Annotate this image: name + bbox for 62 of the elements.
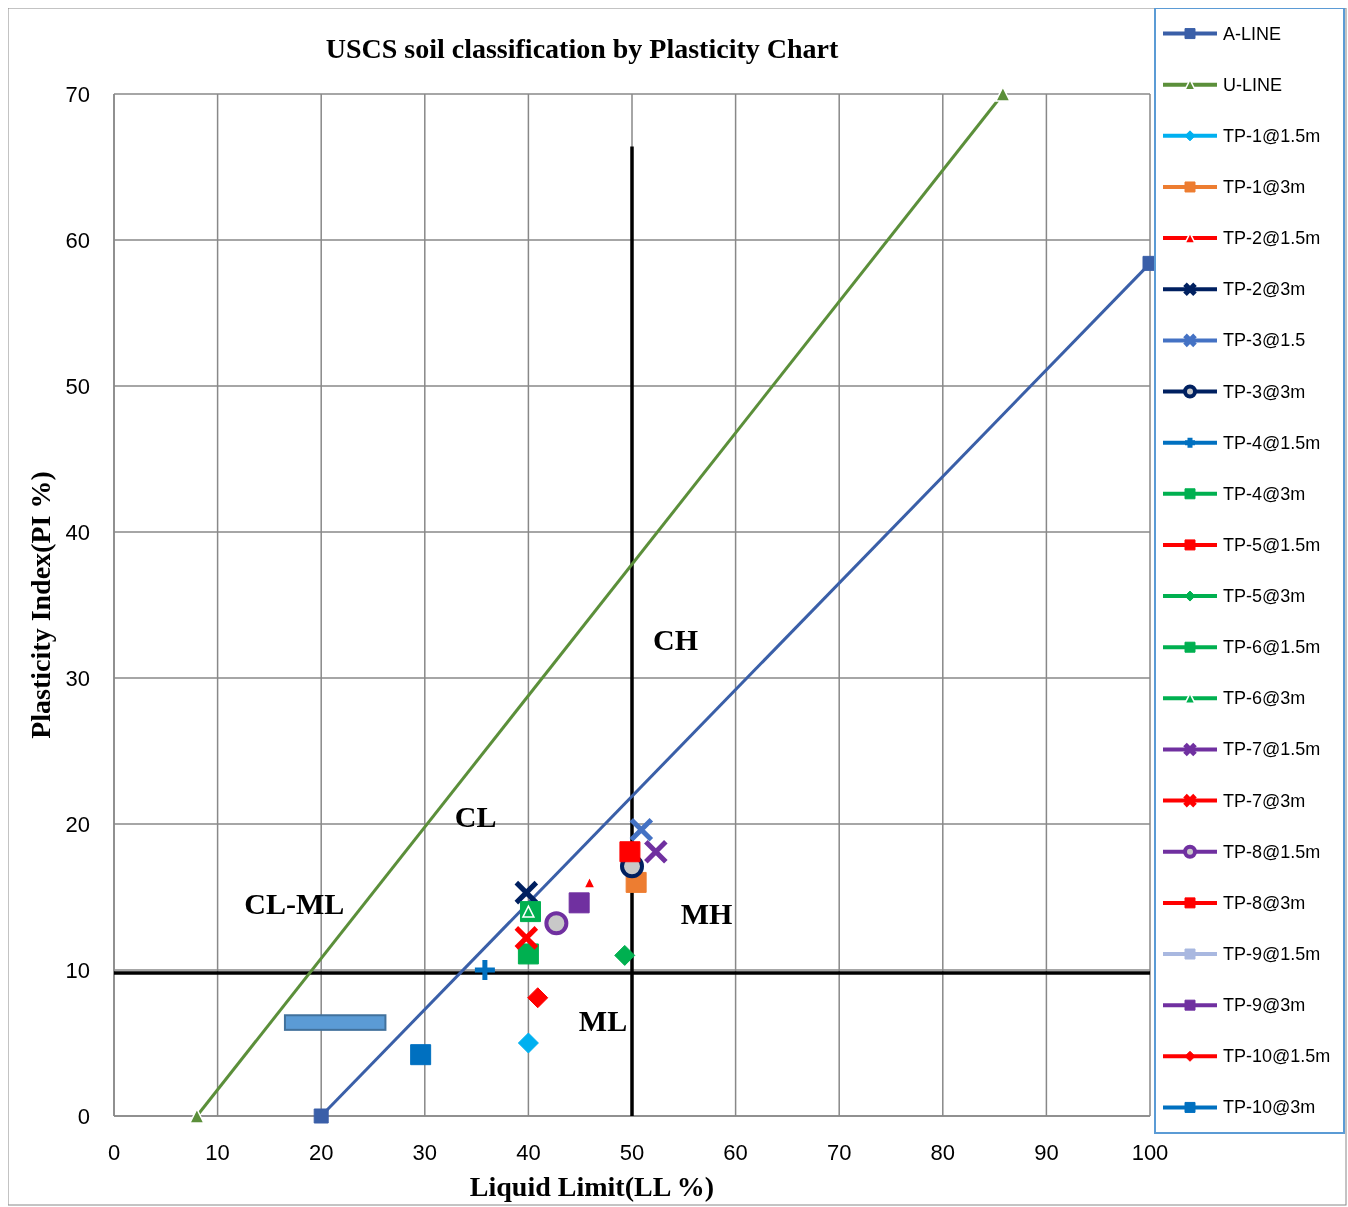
- legend-label: TP-8@1.5m: [1223, 841, 1321, 862]
- point: [628, 817, 654, 843]
- y-axis-title: Plasticity Index(PI %): [25, 471, 56, 739]
- point: [517, 1032, 539, 1054]
- y-tick-label: 60: [65, 228, 90, 253]
- legend-label: TP-9@1.5m: [1223, 944, 1321, 965]
- y-tick-label: 50: [65, 374, 90, 399]
- y-tick-label: 40: [65, 520, 90, 545]
- x-tick-label: 30: [412, 1140, 438, 1165]
- legend-label: TP-5@1.5m: [1223, 534, 1321, 555]
- annotation: ML: [578, 1003, 628, 1037]
- y-tick-label: 0: [77, 1104, 90, 1129]
- legend-label: U-LINE: [1223, 74, 1283, 95]
- x-tick-label: 50: [619, 1140, 645, 1165]
- point: [568, 892, 590, 914]
- legend-label: TP-2@1.5m: [1223, 228, 1321, 249]
- annotation: CL-ML: [244, 887, 345, 921]
- annotation: CH: [653, 622, 699, 656]
- legend-label: TP-9@3m: [1223, 995, 1306, 1016]
- point: [410, 1044, 432, 1066]
- legend-label: TP-7@1.5m: [1223, 739, 1321, 760]
- x-tick-label: 40: [516, 1140, 541, 1165]
- legend-label: TP-7@3m: [1223, 790, 1306, 811]
- legend-label: TP-4@1.5m: [1223, 432, 1321, 453]
- point: [527, 987, 549, 1009]
- legend-label: A-LINE: [1223, 23, 1282, 44]
- point: [513, 925, 539, 951]
- legend-label: TP-6@1.5m: [1223, 637, 1321, 658]
- legend-label: TP-10@3m: [1223, 1097, 1316, 1118]
- annotation: MH: [680, 897, 733, 931]
- x-tick-label: 60: [723, 1140, 748, 1165]
- legend-label: TP-1@3m: [1223, 176, 1306, 197]
- x-tick-label: 100: [1131, 1140, 1169, 1165]
- x-tick-label: 90: [1034, 1140, 1059, 1165]
- x-tick-label: 70: [826, 1140, 852, 1165]
- point: [614, 944, 636, 966]
- legend-label: TP-10@1.5m: [1223, 1046, 1331, 1067]
- x-tick-label: 80: [930, 1140, 956, 1165]
- legend-label: TP-1@1.5m: [1223, 125, 1321, 146]
- legend-label: TP-3@1.5: [1223, 330, 1306, 351]
- point: [513, 880, 539, 906]
- point: [619, 841, 641, 863]
- chart-title: USCS soil classification by Plasticity Chart: [325, 33, 839, 64]
- y-tick-label: 20: [65, 812, 90, 837]
- point: [313, 1108, 329, 1124]
- y-tick-label: 10: [65, 958, 90, 983]
- x-tick-label: 20: [308, 1140, 334, 1165]
- point: [643, 839, 669, 865]
- legend-label: TP-6@3m: [1223, 688, 1306, 709]
- point: [544, 911, 569, 936]
- y-tick-label: 30: [65, 666, 90, 691]
- legend-label: TP-5@3m: [1223, 586, 1306, 607]
- legend-label: TP-2@3m: [1223, 279, 1306, 300]
- annotation: CL: [454, 799, 497, 833]
- x-tick-label: 0: [107, 1140, 121, 1165]
- x-axis-title: Liquid Limit(LL %): [469, 1171, 715, 1202]
- legend-label: TP-8@3m: [1223, 892, 1306, 913]
- y-tick-label: 70: [65, 82, 90, 107]
- legend-label: TP-4@3m: [1223, 483, 1306, 504]
- point: [472, 957, 498, 983]
- legend-label: TP-3@3m: [1223, 381, 1306, 402]
- x-tick-label: 10: [205, 1140, 230, 1165]
